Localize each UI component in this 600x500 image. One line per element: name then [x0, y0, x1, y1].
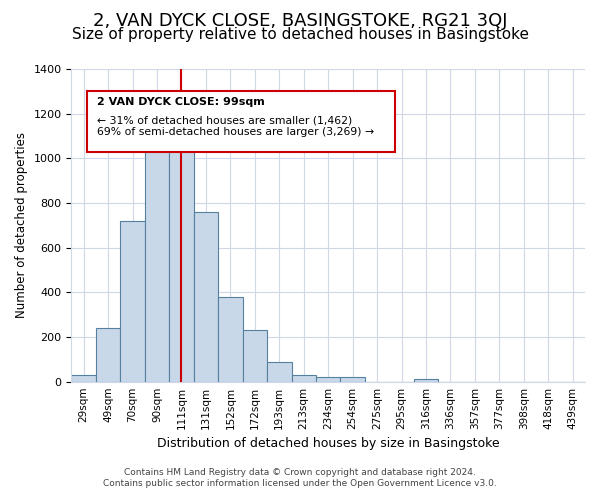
Bar — [145, 136, 169, 382]
Text: Size of property relative to detached houses in Basingstoke: Size of property relative to detached ho… — [71, 28, 529, 42]
Bar — [218, 297, 242, 382]
Text: Contains HM Land Registry data © Crown copyright and database right 2024.
Contai: Contains HM Land Registry data © Crown c… — [103, 468, 497, 487]
Bar — [71, 375, 96, 382]
Bar — [169, 132, 194, 382]
Bar — [194, 212, 218, 382]
Y-axis label: Number of detached properties: Number of detached properties — [15, 132, 28, 318]
X-axis label: Distribution of detached houses by size in Basingstoke: Distribution of detached houses by size … — [157, 437, 500, 450]
Bar — [96, 328, 121, 382]
Text: ← 31% of detached houses are smaller (1,462)
69% of semi-detached houses are lar: ← 31% of detached houses are smaller (1,… — [97, 116, 374, 137]
FancyBboxPatch shape — [87, 91, 395, 152]
Bar — [414, 380, 438, 382]
Bar — [292, 375, 316, 382]
Bar — [316, 377, 340, 382]
Bar — [340, 377, 365, 382]
Bar — [242, 330, 267, 382]
Text: 2 VAN DYCK CLOSE: 99sqm: 2 VAN DYCK CLOSE: 99sqm — [97, 96, 265, 106]
Text: 2, VAN DYCK CLOSE, BASINGSTOKE, RG21 3QJ: 2, VAN DYCK CLOSE, BASINGSTOKE, RG21 3QJ — [93, 12, 507, 30]
Bar — [121, 221, 145, 382]
Bar — [267, 362, 292, 382]
